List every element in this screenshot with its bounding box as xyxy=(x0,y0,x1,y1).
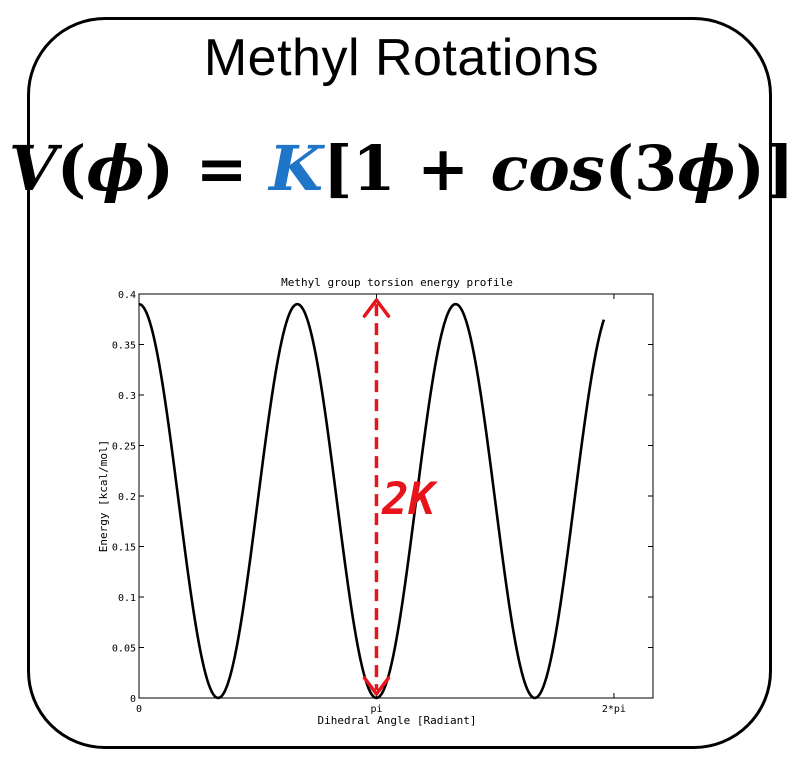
slide-title: Methyl Rotations xyxy=(203,29,600,87)
x-axis-label: Dihedral Angle [Radiant] xyxy=(318,714,477,727)
formula-cos: cos xyxy=(490,132,605,205)
formula-bracket-open: [ xyxy=(323,132,353,205)
y-tick-label: 0.1 xyxy=(118,593,136,604)
formula-lhs-func: V xyxy=(8,132,57,205)
y-tick-label: 0.05 xyxy=(112,644,136,655)
y-axis-label: Energy [kcal/mol] xyxy=(97,440,110,553)
x-tick-label: 2*pi xyxy=(602,704,626,715)
formula-lhs-var: ϕ xyxy=(86,132,145,205)
formula-inner-open: ( xyxy=(604,132,634,205)
arrowhead-up-icon xyxy=(362,298,391,318)
formula-bracket-close: ] xyxy=(764,132,795,205)
y-tick-label: 0 xyxy=(130,694,136,705)
formula-var: ϕ xyxy=(677,132,736,205)
formula-lhs-close: ) xyxy=(144,132,174,205)
formula-equals: = xyxy=(173,132,270,205)
amplitude-label: 2K xyxy=(381,474,438,525)
torsion-formula: V(ϕ) = K[1 + cos(3ϕ)] xyxy=(0,132,803,205)
y-tick-label: 0.4 xyxy=(118,290,136,301)
y-tick-label: 0.25 xyxy=(112,442,136,453)
energy-curve xyxy=(138,302,606,700)
chart-title: Methyl group torsion energy profile xyxy=(281,276,513,289)
formula-coefficient: K xyxy=(269,132,323,205)
y-tick-label: 0.2 xyxy=(118,492,136,503)
x-tick-label: 0 xyxy=(136,704,142,715)
y-tick-label: 0.35 xyxy=(112,341,136,352)
y-axis-ticks: 0 0.05 0.1 0.15 0.2 0.25 0.3 0.35 0.4 xyxy=(112,290,653,705)
formula-one: 1 xyxy=(352,132,396,205)
formula-three: 3 xyxy=(633,132,678,205)
formula-lhs-open: ( xyxy=(56,132,87,205)
formula-inner-close: ) xyxy=(735,132,765,205)
y-tick-label: 0.15 xyxy=(112,543,136,554)
formula-plus: + xyxy=(395,132,491,205)
x-tick-label: pi xyxy=(370,704,382,715)
arrowhead-down-icon xyxy=(362,676,391,696)
y-tick-label: 0.3 xyxy=(118,391,136,402)
